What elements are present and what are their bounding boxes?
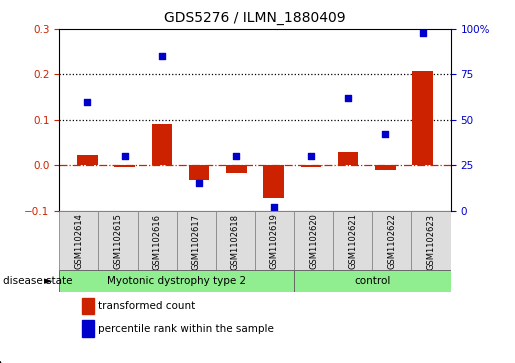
Bar <box>59 211 98 270</box>
Text: Myotonic dystrophy type 2: Myotonic dystrophy type 2 <box>107 276 246 286</box>
Bar <box>98 211 138 270</box>
Bar <box>59 270 294 292</box>
Point <box>121 153 129 159</box>
Bar <box>333 211 372 270</box>
Bar <box>372 211 411 270</box>
Text: transformed count: transformed count <box>98 301 195 311</box>
Text: ►: ► <box>44 276 52 286</box>
Bar <box>411 211 451 270</box>
Bar <box>77 155 97 165</box>
Text: GSM1102620: GSM1102620 <box>309 213 318 269</box>
Text: GSM1102623: GSM1102623 <box>426 213 436 270</box>
Point <box>232 153 241 159</box>
Bar <box>138 211 177 270</box>
Bar <box>413 71 433 165</box>
Bar <box>114 165 135 167</box>
Bar <box>375 165 396 170</box>
Bar <box>216 211 255 270</box>
Text: GSM1102617: GSM1102617 <box>192 213 201 270</box>
Text: GSM1102618: GSM1102618 <box>231 213 240 270</box>
Bar <box>189 165 209 180</box>
Title: GDS5276 / ILMN_1880409: GDS5276 / ILMN_1880409 <box>164 11 346 25</box>
Bar <box>294 211 333 270</box>
Text: control: control <box>354 276 390 286</box>
Text: GSM1102616: GSM1102616 <box>152 213 162 270</box>
Bar <box>301 165 321 167</box>
Point <box>83 99 91 105</box>
Point <box>344 95 352 101</box>
Bar <box>263 165 284 198</box>
Text: disease state: disease state <box>3 276 72 286</box>
Bar <box>294 270 451 292</box>
Point <box>307 153 315 159</box>
Point <box>158 53 166 59</box>
Text: GSM1102615: GSM1102615 <box>113 213 123 269</box>
Point <box>419 30 427 36</box>
Text: GSM1102619: GSM1102619 <box>270 213 279 269</box>
Point <box>195 180 203 186</box>
Point <box>269 204 278 210</box>
Bar <box>226 165 247 173</box>
Bar <box>177 211 216 270</box>
Text: GSM1102622: GSM1102622 <box>387 213 397 269</box>
Bar <box>151 124 172 165</box>
Text: GSM1102614: GSM1102614 <box>74 213 83 269</box>
Bar <box>255 211 294 270</box>
Text: percentile rank within the sample: percentile rank within the sample <box>98 323 274 334</box>
Point <box>381 131 389 137</box>
Bar <box>338 152 358 165</box>
Text: GSM1102621: GSM1102621 <box>348 213 357 269</box>
